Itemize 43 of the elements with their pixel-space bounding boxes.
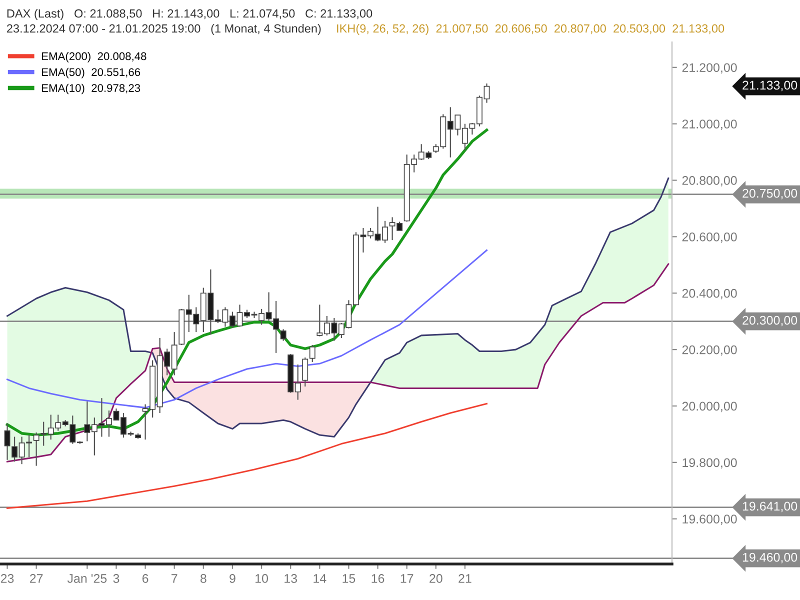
x-tick-label: 20 <box>430 574 442 583</box>
line-series <box>6 263 670 462</box>
x-tick-label: 9 <box>230 574 236 583</box>
x-tick-label: Jan '25 <box>67 574 107 583</box>
chart-subtitle: 23.12.2024 07:00 - 21.01.2025 19:00 (1 Monat, 4 Stunden) <box>6 24 321 35</box>
line-series <box>6 402 488 509</box>
text: 21.133,00 <box>742 80 798 92</box>
y-tick-label: 21.000,00 <box>682 120 737 130</box>
candlestick <box>4 422 10 460</box>
x-tick-label: 23 <box>0 574 14 583</box>
legend-label: EMA(10) 20.978,23 <box>42 84 140 94</box>
text: IKH(9, 26, 52, 26) 21.007,50 20.606,50 20.807,00 20.503,00 21.133,00 <box>337 24 724 35</box>
chart-title: DAX (Last) O: 21.088,50 H: 21.143,00 L: 21.074,50 C: 21.133,00 <box>7 9 372 20</box>
x-tick-label: 6 <box>142 574 148 583</box>
y-tick-label: 21.200,00 <box>682 63 737 74</box>
y-tick-label: 19.600,00 <box>682 514 737 525</box>
x-tick-label: 27 <box>30 574 43 583</box>
y-tick-label: 20.600,00 <box>682 232 737 243</box>
x-tick-label: 21 <box>458 574 472 583</box>
ref-line-label: 20.300,00 <box>742 316 798 326</box>
y-tick-label: 20.200,00 <box>682 345 737 356</box>
ref-line-label: 19.641,00 <box>742 502 798 512</box>
y-tick-label: 20.800,00 <box>682 176 737 186</box>
y-tick-label: 19.800,00 <box>682 458 737 469</box>
x-tick-label: 14 <box>314 574 326 583</box>
x-tick-label: 3 <box>113 574 120 583</box>
ref-line-label: 19.460,00 <box>742 552 798 564</box>
candlestick <box>309 344 316 363</box>
y-tick-label: 20.000,00 <box>682 402 737 412</box>
ref-line-label: 20.750,00 <box>742 188 798 200</box>
x-tick-label: 16 <box>372 574 384 583</box>
x-tick-label: 15 <box>342 574 356 583</box>
x-tick-label: 13 <box>284 574 297 583</box>
x-tick-label: 17 <box>400 574 414 583</box>
x-tick-label: 10 <box>256 574 268 583</box>
candlestick <box>33 432 40 466</box>
legend-label: EMA(50) 20.551,66 <box>42 68 140 78</box>
x-tick-label: 7 <box>172 574 178 583</box>
candlestick <box>302 356 308 388</box>
y-tick-label: 20.400,00 <box>682 288 737 300</box>
candlestick <box>280 328 286 342</box>
legend-label: EMA(200) 20.008,48 <box>42 52 146 62</box>
x-tick-label: 8 <box>200 574 206 583</box>
